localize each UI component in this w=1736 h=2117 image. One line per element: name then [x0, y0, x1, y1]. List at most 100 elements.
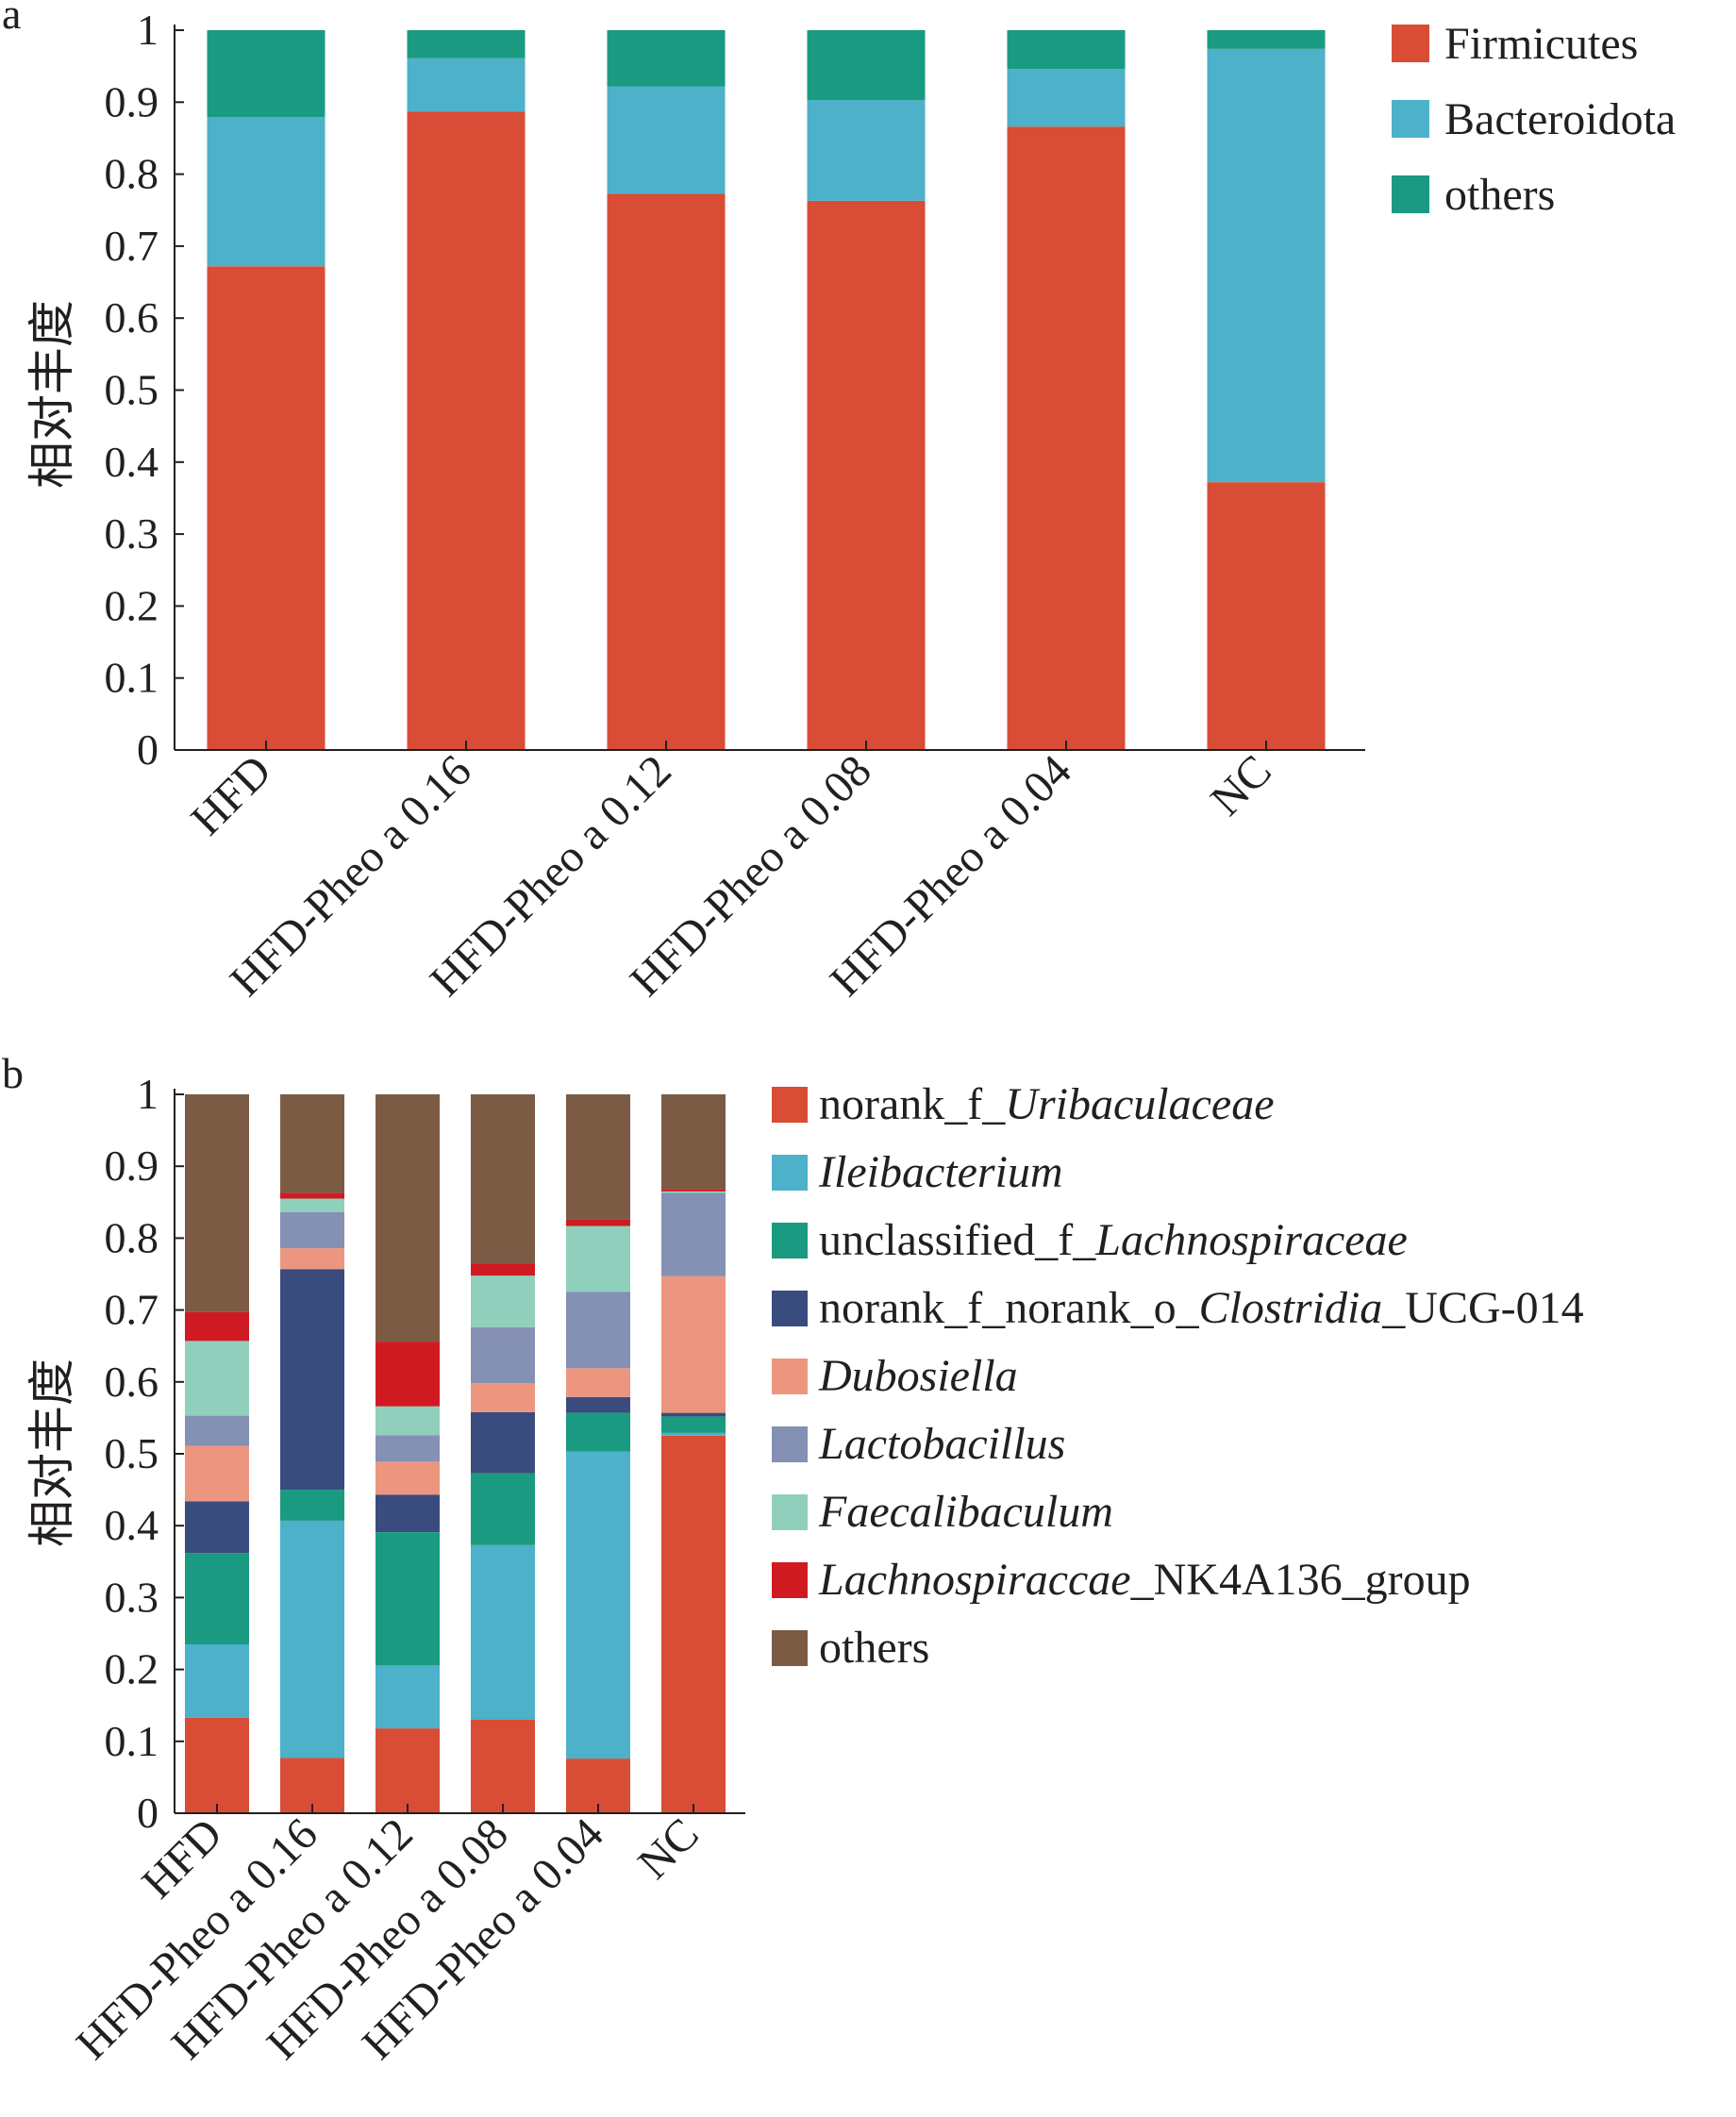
- y-tick-label: 0.1: [105, 1717, 159, 1765]
- bar-hfd-bacteroidota: [207, 117, 326, 267]
- bar-hfd-pheo-a-0-08-faecalibaculum: [471, 1275, 535, 1327]
- y-tick-label: 0.4: [105, 438, 159, 486]
- bar-nc-firmicutes: [1207, 482, 1326, 750]
- bar-hfd-pheo-a-0-04-firmicutes: [1007, 126, 1126, 750]
- bar-hfd-pheo-a-0-12-bacteroidota: [607, 86, 726, 194]
- panel-a-label: a: [2, 0, 21, 38]
- bar-hfd-pheo-a-0-12-others: [376, 1094, 440, 1342]
- panel-b-chart: b 相对丰度 0 0.1 0.2 0.3 0.4 0.5 0.6 0.7 0.8 0.9 1 HFD…: [2, 1049, 1584, 2069]
- bar-nc-others: [661, 1094, 726, 1190]
- y-tick-label: 0.8: [105, 150, 159, 198]
- y-tick-label: 0.7: [105, 1286, 159, 1334]
- legend-label-dubosiella: Dubosiella: [818, 1351, 1018, 1401]
- y-tick-label: 0.8: [105, 1213, 159, 1261]
- panel-a-bars: [207, 30, 1326, 751]
- bar-hfd-pheo-a-0-08-unclassified-f-lachnospiraceae: [471, 1473, 535, 1545]
- bar-hfd-pheo-a-0-08-bacteroidota: [807, 100, 926, 201]
- y-tick-label: 0.5: [105, 1429, 159, 1477]
- y-tick-label: 0.2: [105, 581, 159, 629]
- y-tick-label: 0.3: [105, 509, 159, 558]
- bar-hfd-others: [185, 1094, 249, 1312]
- bar-hfd-pheo-a-0-16-firmicutes: [407, 111, 526, 750]
- bar-nc-lachnospiraccae-nk4a136-group: [661, 1189, 726, 1192]
- bar-hfd-pheo-a-0-12-others: [607, 30, 726, 87]
- legend-swatch-firmicutes: [1392, 25, 1429, 62]
- bar-hfd-firmicutes: [207, 266, 326, 750]
- bar-hfd-pheo-a-0-04-faecalibaculum: [566, 1225, 630, 1292]
- bar-hfd-pheo-a-0-08-others: [471, 1094, 535, 1264]
- y-tick-label: 0.9: [105, 1142, 159, 1190]
- bar-hfd-others: [207, 30, 326, 118]
- legend-label-norank-f-norank-o-clostridia-ucg-014: norank_f_norank_o_Clostridia_UCG-014: [819, 1283, 1584, 1333]
- bar-hfd-pheo-a-0-12-lachnospiraccae-nk4a136-group: [376, 1342, 440, 1407]
- y-tick-label: 0.7: [105, 222, 159, 270]
- y-tick-label: 0.1: [105, 654, 159, 702]
- bar-hfd-faecalibaculum: [185, 1341, 249, 1416]
- legend-swatch-norank-f-norank-o-clostridia-ucg-014: [772, 1291, 808, 1326]
- legend-swatch-unclassified-f-lachnospiraceae: [772, 1223, 808, 1259]
- bar-hfd-pheo-a-0-08-norank-f-norank-o-clostridia-ucg-014: [471, 1411, 535, 1474]
- legend-label-lactobacillus: Lactobacillus: [818, 1419, 1065, 1469]
- y-tick-label: 0.6: [105, 293, 159, 342]
- bar-hfd-pheo-a-0-08-dubosiella: [471, 1383, 535, 1412]
- legend-swatch-faecalibaculum: [772, 1494, 808, 1530]
- y-tick-label: 1: [137, 1070, 159, 1118]
- bar-hfd-pheo-a-0-16-bacteroidota: [407, 58, 526, 112]
- bar-hfd-pheo-a-0-08-others: [807, 30, 926, 100]
- y-tick-label: 0.6: [105, 1358, 159, 1406]
- bar-hfd-pheo-a-0-04-others: [1007, 30, 1126, 70]
- legend-swatch-ileibacterium: [772, 1155, 808, 1191]
- panel-a-chart: a 相对丰度 0 0.1 0.2 0.3 0.4 0.5 0.6 0.7 0.8 0.9 1 HFD…: [2, 0, 1676, 1006]
- bar-hfd-pheo-a-0-12-faecalibaculum: [376, 1406, 440, 1436]
- bar-hfd-lachnospiraccae-nk4a136-group: [185, 1311, 249, 1342]
- y-tick-label: 0.4: [105, 1501, 159, 1549]
- legend-swatch-bacteroidota: [1392, 100, 1429, 138]
- legend-swatch-dubosiella: [772, 1359, 808, 1394]
- bar-hfd-pheo-a-0-16-norank-f-norank-o-clostridia-ucg-014: [280, 1269, 344, 1491]
- bar-nc-dubosiella: [661, 1275, 726, 1413]
- panel-b-label: b: [2, 1049, 24, 1097]
- bar-hfd-pheo-a-0-16-unclassified-f-lachnospiraceae: [280, 1490, 344, 1521]
- bar-hfd-pheo-a-0-16-ileibacterium: [280, 1520, 344, 1759]
- bar-nc-lactobacillus: [661, 1192, 726, 1276]
- legend-label-norank-f-uribaculaceae: norank_f_Uribaculaceae: [819, 1079, 1275, 1129]
- bar-hfd-pheo-a-0-04-lactobacillus: [566, 1292, 630, 1369]
- panel-a-legend: Firmicutes Bacteroidota others: [1392, 19, 1676, 220]
- bar-hfd-pheo-a-0-12-lactobacillus: [376, 1435, 440, 1462]
- bar-hfd-lactobacillus: [185, 1415, 249, 1446]
- legend-swatch-others: [1392, 175, 1429, 213]
- y-tick-label: 0: [137, 725, 159, 774]
- bar-nc-bacteroidota: [1207, 48, 1326, 483]
- bar-nc-others: [1207, 30, 1326, 49]
- bar-hfd-dubosiella: [185, 1445, 249, 1502]
- legend-swatch-lachnospiraccae-nk4a136-group: [772, 1562, 808, 1598]
- legend-label-lachnospiraccae-nk4a136-group: Lachnospiraccae_NK4A136_group: [818, 1555, 1471, 1605]
- legend-label-others: others: [819, 1623, 929, 1673]
- y-tick-label: 0.2: [105, 1645, 159, 1693]
- bar-nc-unclassified-f-lachnospiraceae: [661, 1416, 726, 1433]
- panel-b-bars: [185, 1094, 726, 1813]
- bar-nc-norank-f-norank-o-clostridia-ucg-014: [661, 1412, 726, 1417]
- bar-hfd-pheo-a-0-04-others: [566, 1094, 630, 1220]
- bar-hfd-pheo-a-0-12-firmicutes: [607, 193, 726, 750]
- bar-hfd-pheo-a-0-16-dubosiella: [280, 1248, 344, 1270]
- legend-label-others: others: [1444, 170, 1555, 220]
- bar-nc-norank-f-uribaculaceae: [661, 1436, 726, 1813]
- legend-swatch-others: [772, 1630, 808, 1666]
- bar-hfd-pheo-a-0-08-ileibacterium: [471, 1544, 535, 1720]
- bar-hfd-pheo-a-0-16-lactobacillus: [280, 1212, 344, 1249]
- bar-hfd-pheo-a-0-04-unclassified-f-lachnospiraceae: [566, 1412, 630, 1452]
- bar-hfd-pheo-a-0-04-bacteroidota: [1007, 69, 1126, 127]
- bar-hfd-pheo-a-0-12-unclassified-f-lachnospiraceae: [376, 1532, 440, 1666]
- legend-label-ileibacterium: Ileibacterium: [818, 1147, 1063, 1197]
- bar-hfd-pheo-a-0-04-lachnospiraccae-nk4a136-group: [566, 1219, 630, 1226]
- panel-b-legend: norank_f_Uribaculaceae Ileibacterium uncla…: [772, 1079, 1584, 1673]
- y-tick-label: 0.9: [105, 77, 159, 125]
- x-tick-label-hfd: HFD: [181, 745, 280, 844]
- bar-hfd-pheo-a-0-12-norank-f-uribaculaceae: [376, 1728, 440, 1813]
- bar-hfd-pheo-a-0-12-ileibacterium: [376, 1665, 440, 1729]
- bar-hfd-pheo-a-0-08-firmicutes: [807, 200, 926, 751]
